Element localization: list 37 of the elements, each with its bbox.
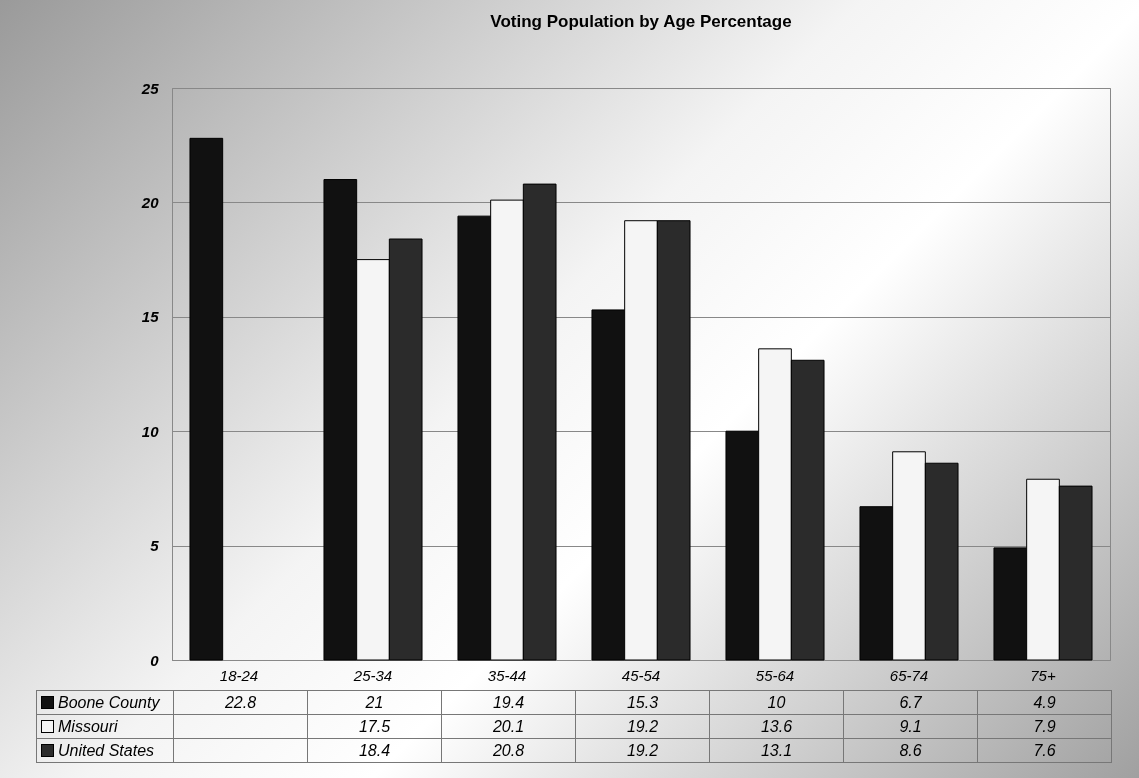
data-label: 18.4 xyxy=(307,738,442,763)
y-tick-label: 20 xyxy=(140,193,160,211)
data-label: 22.8 xyxy=(173,690,308,715)
legend-label: United States xyxy=(36,738,174,763)
x-tick-label: 45-54 xyxy=(621,666,661,684)
y-tick-label: 10 xyxy=(141,422,160,440)
data-label: 6.7 xyxy=(843,690,978,715)
chart-title: Voting Population by Age Percentage xyxy=(490,12,792,31)
data-label: 20.1 xyxy=(441,714,576,739)
data-label: 17.5 xyxy=(307,714,442,739)
legend-label: Boone County xyxy=(36,690,174,715)
data-label: 20.8 xyxy=(441,738,576,763)
data-label: 19.2 xyxy=(575,714,710,739)
data-label: 8.6 xyxy=(843,738,978,763)
y-tick-label: 25 xyxy=(140,79,160,97)
bar xyxy=(189,137,224,661)
x-tick-label: 35-44 xyxy=(487,666,527,684)
data-label: 10 xyxy=(709,690,844,715)
x-tick-label: 55-64 xyxy=(755,666,795,684)
x-tick-label: 18-24 xyxy=(219,666,259,684)
data-label: 13.1 xyxy=(709,738,844,763)
y-tick-label: 5 xyxy=(150,537,160,555)
data-label: 7.9 xyxy=(977,714,1112,739)
data-label: 9.1 xyxy=(843,714,978,739)
data-label: 19.2 xyxy=(575,738,710,763)
y-tick-label: 0 xyxy=(150,651,160,669)
x-tick-label: 65-74 xyxy=(889,666,929,684)
data-label: 13.6 xyxy=(709,714,844,739)
data-label: 19.4 xyxy=(441,690,576,715)
data-label: 4.9 xyxy=(977,690,1112,715)
data-label: 7.6 xyxy=(977,738,1112,763)
y-tick-label: 15 xyxy=(141,308,160,326)
legend-label: Missouri xyxy=(36,714,174,739)
x-tick-label: 25-34 xyxy=(352,666,393,684)
data-label: 21 xyxy=(307,690,442,715)
data-label: 15.3 xyxy=(575,690,710,715)
x-tick-label: 75+ xyxy=(1030,666,1056,684)
